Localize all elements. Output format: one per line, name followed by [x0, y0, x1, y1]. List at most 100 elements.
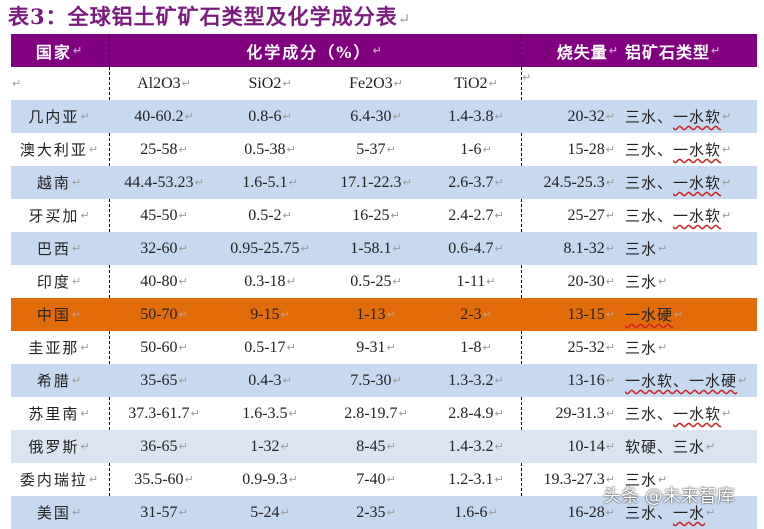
cell-sio2: 1-32 ↵: [250, 437, 290, 455]
return-mark-icon: ↵: [80, 209, 92, 222]
cell-ore-type: 三水、 一水软 ↵: [625, 405, 733, 423]
cell-ore-type: 三水、 一水软 ↵: [625, 207, 733, 225]
return-mark-icon: ↵: [402, 176, 412, 189]
bauxite-composition-table: 国家 ↵ 化学成分（%） ↵ 烧失量 ↵ 铝矿石类型 ↵ ↵ Al2O3 ↵ SiO2 ↵ …: [11, 34, 757, 529]
column-divider: [521, 67, 522, 100]
table-row: 牙买加 ↵ 45-50 ↵ 0.5-2 ↵ 16-25 ↵ 2.4-2.7 ↵ 25-27 ↵ 三水、一…: [11, 199, 757, 232]
return-mark-icon: ↵: [674, 308, 685, 321]
return-mark-icon: ↵: [178, 308, 188, 321]
table-row: 几内亚 ↵ 40-60.2 ↵ 0.8-6 ↵ 6.4-30 ↵ 1.4-3.8 ↵ 20-32 ↵ 三…: [11, 100, 757, 133]
return-mark-icon: ↵: [494, 209, 504, 222]
return-mark-icon: ↵: [194, 176, 204, 189]
return-mark-icon: ↵: [608, 44, 619, 57]
table-row: 中国 ↵ 50-70 ↵ 9-15 ↵ 1-13 ↵ 2-3 ↵ 13-15 ↵ 一水硬 ↵: [11, 298, 757, 331]
cell-fe2o3: 7.5-30 ↵: [350, 371, 402, 389]
return-mark-icon: ↵: [482, 143, 492, 156]
return-mark-icon: ↵: [80, 110, 92, 123]
cell-loss-on-ignition: 25-27 ↵: [567, 206, 615, 224]
return-mark-icon: ↵: [178, 242, 188, 255]
header-ore-type: 铝矿石类型 ↵: [625, 42, 722, 62]
cell-country: 印度 ↵: [36, 273, 84, 291]
cell-al2o3: 35.5-60 ↵: [134, 470, 194, 488]
cell-sio2: 1.6-3.5 ↵: [242, 404, 298, 422]
cell-al2o3: 35-65 ↵: [140, 371, 188, 389]
cell-fe2o3: 2.8-19.7 ↵: [344, 404, 408, 422]
return-mark-icon: ↵: [71, 374, 84, 387]
return-mark-icon: ↵: [658, 473, 669, 486]
cell-tio2: 1.6-6 ↵: [454, 503, 498, 521]
cell-al2o3: 44.4-53.23 ↵: [124, 173, 204, 191]
return-mark-icon: ↵: [286, 143, 296, 156]
return-mark-icon: ↵: [178, 209, 188, 222]
table-body: 几内亚 ↵ 40-60.2 ↵ 0.8-6 ↵ 6.4-30 ↵ 1.4-3.8 ↵ 20-32 ↵ 三…: [11, 100, 757, 529]
return-mark-icon: ↵: [392, 275, 402, 288]
column-divider: [521, 133, 522, 166]
cell-country: 希腊 ↵: [36, 372, 84, 390]
return-mark-icon: ↵: [386, 440, 396, 453]
cell-al2o3: 36-65 ↵: [140, 437, 188, 455]
return-mark-icon: ↵: [722, 143, 733, 156]
cell-sio2: 0.5-17 ↵: [244, 338, 296, 356]
cell-sio2: 0.5-2 ↵: [248, 206, 292, 224]
cell-ore-type: 三水、 一水软 ↵: [625, 108, 733, 126]
return-mark-icon: ↵: [658, 341, 669, 354]
header-chemical-composition: 化学成分（%） ↵: [246, 42, 384, 62]
return-mark-icon: ↵: [658, 275, 669, 288]
cell-tio2: 1.3-3.2 ↵: [448, 371, 504, 389]
cell-al2o3: 40-60.2 ↵: [134, 107, 194, 125]
cell-fe2o3: 16-25 ↵: [352, 206, 400, 224]
cell-fe2o3: 17.1-22.3 ↵: [340, 173, 412, 191]
return-mark-icon: ↵: [71, 242, 84, 255]
cell-country: 巴西 ↵: [36, 240, 84, 258]
cell-fe2o3: 9-31 ↵: [356, 338, 396, 356]
cell-tio2: 1.2-3.1 ↵: [448, 470, 504, 488]
return-mark-icon: ↵: [494, 440, 504, 453]
cell-loss-on-ignition: 19.3-27.3 ↵: [543, 470, 615, 488]
column-divider: [109, 331, 110, 364]
cell-fe2o3: 1-13 ↵: [356, 305, 396, 323]
return-mark-icon: ↵: [482, 308, 492, 321]
return-mark-icon: ↵: [300, 242, 310, 255]
cell-tio2: 1-8 ↵: [460, 338, 492, 356]
subheader-al2o3: Al2O3 ↵: [137, 74, 191, 92]
cell-fe2o3: 2-35 ↵: [356, 503, 396, 521]
return-mark-icon: ↵: [178, 143, 188, 156]
cell-sio2: 9-15 ↵: [250, 305, 290, 323]
cell-sio2: 0.95-25.75 ↵: [230, 239, 310, 257]
return-mark-icon: ↵: [71, 176, 84, 189]
cell-sio2: 1.6-5.1 ↵: [242, 173, 298, 191]
return-mark-icon: ↵: [71, 275, 84, 288]
cell-loss-on-ignition: 20-32 ↵: [567, 107, 615, 125]
return-mark-icon: ↵: [386, 143, 396, 156]
return-mark-icon: ↵: [390, 209, 400, 222]
cell-ore-type: 三水、 一水 ↵: [625, 504, 717, 522]
subheader-tio2: TiO2 ↵: [454, 74, 498, 92]
cell-sio2: 0.3-18 ↵: [244, 272, 296, 290]
subheader-fe2o3: Fe2O3 ↵: [349, 74, 403, 92]
cell-ore-type: 三水 ↵: [625, 339, 669, 357]
table-row: 巴西 ↵ 32-60 ↵ 0.95-25.75 ↵ 1-58.1 ↵ 0.6-4.7 ↵ 8.1-3…: [11, 232, 757, 265]
return-mark-icon: ↵: [72, 44, 85, 57]
watermark: 头条 @未来智库: [603, 486, 735, 507]
return-mark-icon: ↵: [88, 143, 101, 156]
return-mark-icon: ↵: [178, 440, 188, 453]
return-mark-icon: ↵: [386, 506, 396, 519]
return-mark-icon: ↵: [722, 110, 733, 123]
table-row: 越南 ↵ 44.4-53.23 ↵ 1.6-5.1 ↵ 17.1-22.3 ↵ 2.6-3.7 ↵…: [11, 166, 757, 199]
cell-al2o3: 31-57 ↵: [140, 503, 188, 521]
cell-tio2: 0.6-4.7 ↵: [448, 239, 504, 257]
cell-al2o3: 45-50 ↵: [140, 206, 188, 224]
cell-fe2o3: 8-45 ↵: [356, 437, 396, 455]
cell-sio2: 0.8-6 ↵: [248, 107, 292, 125]
return-mark-icon: ↵: [722, 407, 733, 420]
cell-loss-on-ignition: 13-16 ↵: [567, 371, 615, 389]
cell-country: 越南 ↵: [36, 174, 84, 192]
table-header-row: 国家 ↵ 化学成分（%） ↵ 烧失量 ↵ 铝矿石类型 ↵: [11, 34, 757, 67]
cell-country: 牙买加 ↵: [28, 207, 92, 225]
return-mark-icon: ↵: [605, 275, 615, 288]
return-mark-icon: ↵: [392, 242, 402, 255]
cell-tio2: 2.4-2.7 ↵: [448, 206, 504, 224]
table-row: 俄罗斯 ↵ 36-65 ↵ 1-32 ↵ 8-45 ↵ 1.4-3.2 ↵ 10-14 ↵ 软硬、三水 ↵: [11, 430, 757, 463]
subheader-empty: ↵: [11, 67, 109, 100]
cell-al2o3: 40-80 ↵: [140, 272, 188, 290]
